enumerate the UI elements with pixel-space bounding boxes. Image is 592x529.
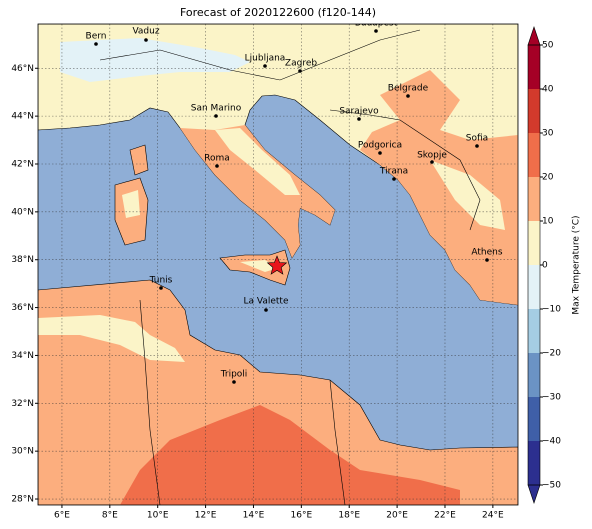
border xyxy=(139,299,161,505)
city-label: La Valette xyxy=(244,297,289,307)
lat-tick-label: 34°N xyxy=(11,351,34,361)
colorbar-tick-label: 50 xyxy=(542,41,554,51)
lon-tick-label: 12°E xyxy=(195,511,217,521)
city-label: Sofia xyxy=(466,134,488,144)
colorbar-tick-label: −20 xyxy=(542,349,561,359)
colorbar-bin xyxy=(528,309,540,353)
lat-tick-label: 38°N xyxy=(11,255,34,265)
lon-tick-label: 10°E xyxy=(147,511,169,521)
colorbar-bin xyxy=(528,441,540,485)
colorbar-bin xyxy=(528,177,540,221)
lat-tick-label: 40°N xyxy=(11,207,34,217)
city-dot xyxy=(485,258,489,262)
colorbar-tick-label: 10 xyxy=(542,217,554,227)
border xyxy=(329,379,346,505)
colorbar-extend-low xyxy=(527,484,541,504)
alps-cold xyxy=(60,38,250,82)
lon-tick-label: 20°E xyxy=(386,511,408,521)
city-dot xyxy=(232,380,236,384)
city-label: Zagreb xyxy=(285,59,317,69)
city-dot xyxy=(214,114,218,118)
lon-tick-label: 6°E xyxy=(54,511,70,521)
colorbar-tick-label: 30 xyxy=(542,129,554,139)
city-label: Athens xyxy=(471,248,502,258)
corsica xyxy=(129,144,149,176)
title: Forecast of 2020122600 (f120-144) xyxy=(180,6,376,19)
colorbar-tick-label: −40 xyxy=(542,437,561,447)
city-label: Vaduz xyxy=(132,27,159,37)
forecast-star xyxy=(266,255,288,275)
city-dot xyxy=(215,164,219,168)
italy-cool xyxy=(215,128,300,195)
city-dot xyxy=(264,308,268,312)
city-dot xyxy=(159,286,163,290)
city-label: Skopje xyxy=(417,151,447,161)
balkans-cool xyxy=(430,160,505,230)
border xyxy=(329,109,481,231)
lon-tick-label: 18°E xyxy=(338,511,360,521)
colorbar-extend-high xyxy=(527,26,541,46)
africa-hot xyxy=(120,405,460,505)
map-frame xyxy=(37,23,519,506)
colorbar-label: Max Temperature (°C) xyxy=(572,215,582,314)
colorbar-bin xyxy=(528,397,540,441)
colorbar-tick-label: −10 xyxy=(542,305,561,315)
city-dot xyxy=(144,38,148,42)
colorbar-tick-label: −30 xyxy=(542,393,561,403)
lon-tick-label: 16°E xyxy=(291,511,313,521)
city-label: Roma xyxy=(204,154,230,164)
city-label: Budapest xyxy=(355,19,398,29)
lon-tick-label: 8°E xyxy=(102,511,118,521)
city-dot xyxy=(406,94,410,98)
map: Bern Vaduz Budapest Ljubljana Zagreb San Mari… xyxy=(38,19,518,505)
colorbar-tick-label: 20 xyxy=(542,173,554,183)
city-dot xyxy=(430,160,434,164)
city-dot xyxy=(475,144,479,148)
city-label: San Marino xyxy=(191,104,242,114)
colorbar-bin xyxy=(528,265,540,309)
border xyxy=(99,29,421,81)
colorbar-bin xyxy=(528,89,540,133)
lon-tick-label: 14°E xyxy=(243,511,265,521)
colorbar-tick-label: −50 xyxy=(542,481,561,491)
sardinia-cool xyxy=(122,190,140,218)
lat-tick-label: 36°N xyxy=(11,303,34,313)
colorbar-bin xyxy=(528,45,540,89)
city-label: Ljubljana xyxy=(245,54,286,64)
lat-tick-label: 28°N xyxy=(11,495,34,505)
city-dot xyxy=(392,177,396,181)
colorbar-bin xyxy=(528,133,540,177)
lon-tick-label: 22°E xyxy=(434,511,456,521)
lat-tick-label: 44°N xyxy=(11,112,34,122)
balkans-warm xyxy=(360,70,518,305)
city-label: Sarajevo xyxy=(339,107,379,117)
city-label: Podgorica xyxy=(358,141,402,151)
lat-tick-label: 46°N xyxy=(11,64,34,74)
colorbar-bin xyxy=(528,221,540,265)
city-label: Tripoli xyxy=(220,370,248,380)
colorbar-tick-label: 0 xyxy=(542,261,548,271)
africa-cool xyxy=(38,315,185,362)
city-dot xyxy=(263,64,267,68)
city-dot xyxy=(94,42,98,46)
city-dot xyxy=(357,117,361,121)
city-dot xyxy=(374,29,378,33)
lat-tick-label: 30°N xyxy=(11,447,34,457)
city-dot xyxy=(378,151,382,155)
lat-tick-label: 32°N xyxy=(11,399,34,409)
colorbar-tick-label: 40 xyxy=(542,85,554,95)
lon-tick-label: 24°E xyxy=(482,511,504,521)
city-dot xyxy=(298,69,302,73)
lat-tick-label: 42°N xyxy=(11,159,34,169)
city-label: Belgrade xyxy=(388,84,429,94)
city-label: Bern xyxy=(86,32,107,42)
city-label: Tirana xyxy=(379,167,408,177)
colorbar-bin xyxy=(528,353,540,397)
italy-warm xyxy=(180,125,335,258)
city-label: Tunis xyxy=(149,276,173,286)
